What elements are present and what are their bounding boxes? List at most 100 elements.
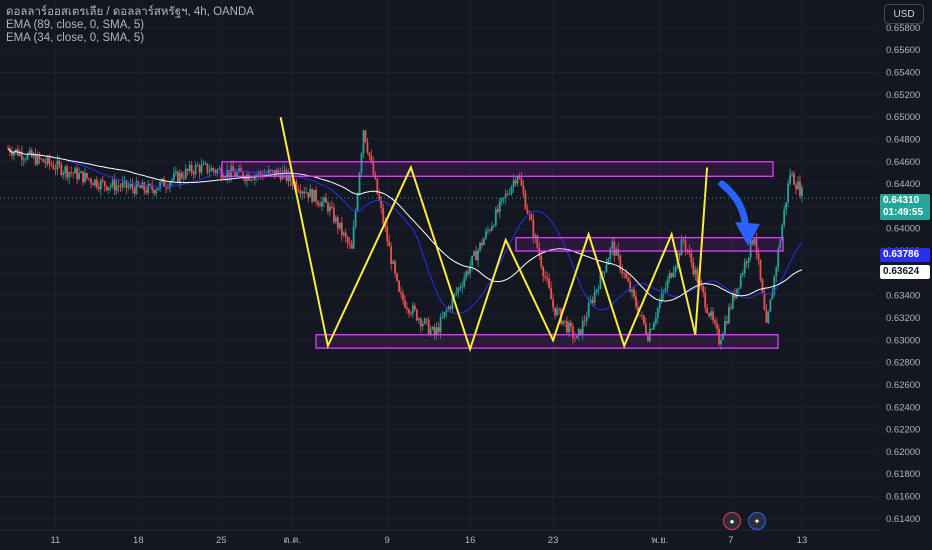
- candle-body: [176, 171, 179, 183]
- candle-body: [487, 230, 489, 232]
- resistance-support-zones[interactable]: [221, 161, 784, 349]
- candle-body: [461, 286, 464, 288]
- candle-body: [747, 257, 750, 264]
- candle-body: [599, 271, 602, 289]
- candle-body: [46, 157, 49, 164]
- candle-body: [234, 172, 237, 177]
- candle-body: [417, 318, 420, 321]
- candle-body: [238, 168, 240, 173]
- candle-body: [188, 164, 191, 171]
- candle-body: [325, 197, 327, 203]
- candle-body: [724, 321, 726, 334]
- au-flag-icon[interactable]: ✦: [748, 512, 766, 530]
- candle-body: [216, 169, 219, 173]
- candle-body: [382, 208, 385, 224]
- candle-body: [413, 305, 416, 310]
- candle-body: [500, 198, 503, 202]
- candle-body: [425, 318, 428, 320]
- candle-body: [571, 326, 574, 339]
- candle-body: [753, 239, 756, 245]
- candle-body: [394, 261, 396, 274]
- candle-body: [115, 185, 118, 191]
- candle-body: [143, 182, 146, 191]
- price-zone[interactable]: [315, 334, 779, 349]
- price-tick-label: 0.64600: [886, 157, 920, 168]
- candle-body: [336, 217, 339, 229]
- candle-body: [62, 173, 65, 175]
- zigzag-pattern[interactable]: [279, 116, 709, 353]
- candle-body: [54, 169, 57, 170]
- price-zone[interactable]: [515, 237, 784, 252]
- candle-body: [741, 273, 744, 276]
- candle-body: [36, 154, 39, 165]
- candle-body: [473, 251, 475, 256]
- candle-body: [552, 299, 554, 308]
- symbol-title[interactable]: ดอลลาร์ออสเตรเลีย / ดอลลาร์สหรัฐฯ, 4h, O…: [6, 6, 254, 18]
- candle-body: [621, 270, 624, 274]
- candle-body: [668, 273, 671, 280]
- candle-body: [429, 329, 432, 335]
- candle-body: [178, 172, 181, 183]
- candle-body: [508, 193, 511, 195]
- economic-event-icon[interactable]: ●: [723, 512, 741, 530]
- price-tick-label: 0.65600: [886, 45, 920, 56]
- currency-button[interactable]: USD: [884, 4, 924, 24]
- candle-body: [129, 184, 132, 187]
- price-tick-label: 0.62000: [886, 447, 920, 458]
- candle-body: [566, 320, 568, 333]
- candle-body: [90, 179, 92, 184]
- price-tick-label: 0.65200: [886, 90, 920, 101]
- candle-body: [587, 303, 590, 318]
- candle-body: [773, 276, 776, 294]
- candle-body: [38, 154, 41, 159]
- candle-body: [781, 225, 784, 241]
- candle-body: [131, 184, 134, 189]
- candle-body: [435, 327, 438, 335]
- candle-body: [411, 305, 414, 314]
- candle-body: [546, 277, 549, 279]
- candle-body: [11, 152, 13, 156]
- price-tick-label: 0.64400: [886, 179, 920, 190]
- candle-body: [212, 168, 215, 171]
- candle-body: [801, 187, 803, 197]
- candle-body: [654, 317, 657, 324]
- candle-body: [791, 173, 793, 175]
- candle-body: [729, 307, 732, 309]
- candle-body: [692, 262, 695, 275]
- ema-34-line: [7, 148, 803, 302]
- candle-body: [165, 186, 167, 188]
- candle-body: [121, 182, 124, 188]
- candle-body: [799, 181, 801, 197]
- candle-body: [577, 329, 580, 336]
- ema-89-legend[interactable]: EMA (89, close, 0, SMA, 5): [6, 19, 145, 31]
- price-zone[interactable]: [221, 161, 774, 177]
- candle-body: [745, 261, 748, 264]
- candle-body: [423, 318, 426, 324]
- price-tick-label: 0.65800: [886, 23, 920, 34]
- candle-body: [153, 189, 156, 194]
- candle-body: [190, 164, 193, 173]
- candle-body: [315, 189, 317, 202]
- candle-body: [524, 193, 527, 210]
- candle-body: [125, 180, 128, 188]
- candle-body: [581, 320, 584, 336]
- time-tick-label: 25: [216, 535, 227, 546]
- candle-body: [26, 153, 29, 160]
- candle-body: [542, 267, 545, 277]
- candle-body: [558, 308, 560, 310]
- candle-body: [427, 319, 430, 335]
- candle-body: [202, 163, 205, 165]
- candle-body: [319, 204, 321, 207]
- candle-body: [354, 210, 357, 227]
- candle-body: [605, 264, 608, 272]
- candle-body: [50, 164, 53, 166]
- time-axis[interactable]: 11 18 25 ต.ค. 9 16 23 พ.ย. 7 13: [50, 535, 807, 546]
- candle-body: [99, 180, 102, 190]
- candle-body: [469, 265, 472, 274]
- ema-34-legend[interactable]: EMA (34, close, 0, SMA, 5): [6, 32, 145, 44]
- down-arrow-annotation[interactable]: [718, 180, 760, 246]
- candle-body: [502, 197, 505, 199]
- price-tick-label: 0.62400: [886, 402, 920, 413]
- candle-body: [92, 183, 94, 186]
